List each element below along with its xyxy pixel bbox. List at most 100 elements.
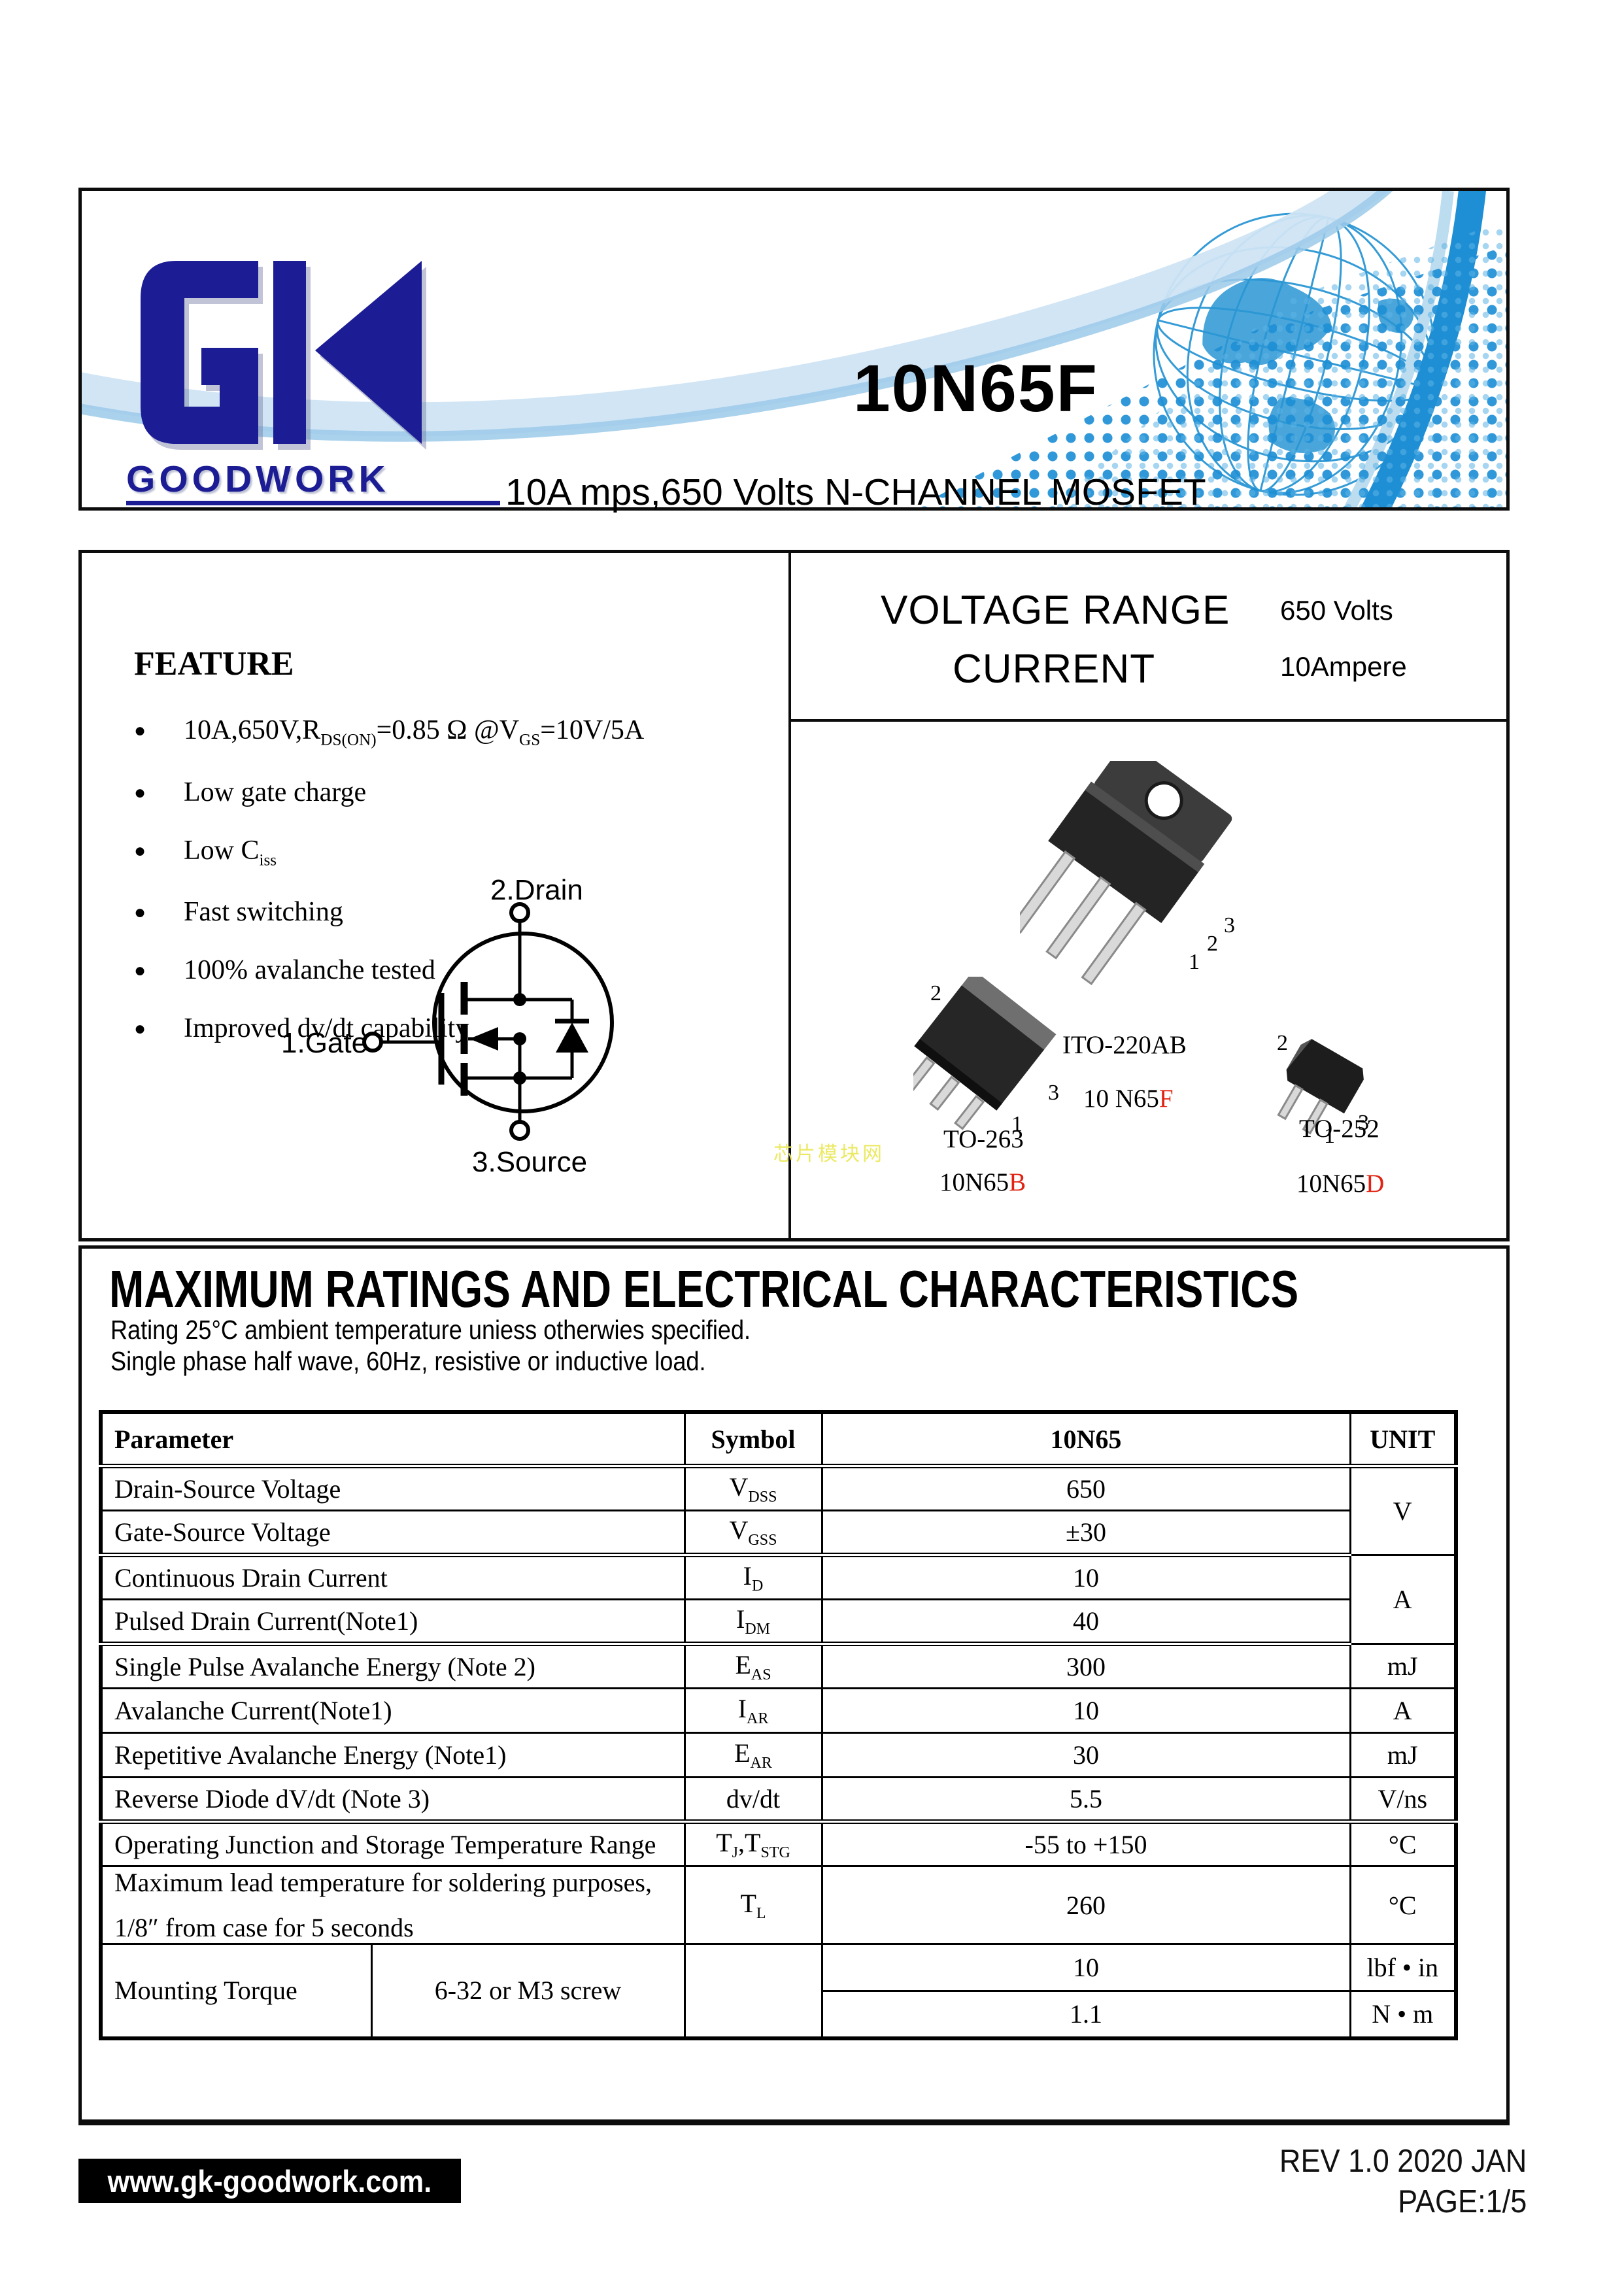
unit-cell: lbf • in <box>1349 1943 1457 1992</box>
voltage-range-label: VOLTAGE RANGE <box>881 588 1230 633</box>
ratings-table-head: Parameter Symbol 10N65 UNIT <box>99 1411 1457 1468</box>
feature-item-text: Improved dv/dt capability <box>184 1013 469 1044</box>
to252-pin1-label: 1 <box>1324 1124 1335 1148</box>
param-cell: Drain-Source Voltage <box>99 1465 686 1511</box>
body-diode-icon <box>556 1022 588 1053</box>
substrate-arrow-icon <box>469 1027 498 1051</box>
value-cell: 1.1 <box>820 1990 1351 2039</box>
feature-item: ● 100% avalanche tested <box>134 955 775 986</box>
unit-cell: °C <box>1349 1865 1457 1945</box>
ito220ab-pin2-label: 2 <box>1207 932 1218 956</box>
column-header: UNIT <box>1349 1411 1457 1468</box>
package-to263-name: TO-263 <box>943 1125 1024 1153</box>
package-ito220ab-marking: 10 N65F <box>1083 1084 1174 1113</box>
unit-cell: V <box>1349 1465 1457 1556</box>
table-row: Single Pulse Avalanche Energy (Note 2) EA… <box>99 1643 1457 1689</box>
package-to263-marking: 10N65B <box>939 1168 1026 1197</box>
overview-section: FEATURE ● 10A,650V,RDS(ON)=0.85 Ω @VGS=10… <box>78 550 1510 1241</box>
ito220ab-pin3-label: 3 <box>1224 913 1235 937</box>
current-label: CURRENT <box>953 647 1156 692</box>
unit-cell: A <box>1349 1687 1457 1734</box>
unit-cell: A <box>1349 1554 1457 1645</box>
feature-item-text: 100% avalanche tested <box>184 955 435 986</box>
website-banner: www.gk-goodwork.com. <box>78 2159 461 2203</box>
value-cell: 40 <box>820 1598 1351 1646</box>
unit-cell: N • m <box>1349 1990 1457 2039</box>
value-cell: -55 to +150 <box>820 1821 1351 1867</box>
value-cell: 30 <box>820 1732 1351 1778</box>
symbol-cell: dv/dt <box>683 1776 823 1824</box>
symbol-cell: TJ,TSTG <box>683 1821 823 1867</box>
page-number: PAGE:1/5 <box>1397 2184 1527 2219</box>
feature-item: ● 10A,650V,RDS(ON)=0.85 Ω @VGS=10V/5A <box>134 715 775 750</box>
to263-pin3-label: 3 <box>1048 1081 1059 1105</box>
symbol-cell: VGSS <box>683 1510 823 1557</box>
source-label: 3.Source <box>472 1146 587 1178</box>
voltage-range-value: 650 Volts <box>1280 595 1393 626</box>
symbol-cell: TL <box>683 1865 823 1945</box>
website-url: www.gk-goodwork.com. <box>107 2163 432 2199</box>
package-to263-image: 2 3 1 <box>913 977 1059 1136</box>
gk-logo <box>141 261 426 450</box>
revision-block: REV 1.0 2020 JAN PAGE:1/5 <box>1279 2142 1527 2222</box>
symbol-cell: VDSS <box>683 1465 823 1511</box>
to263-pin1-label: 1 <box>1011 1112 1023 1136</box>
param-cell: Pulsed Drain Current(Note1) <box>99 1598 686 1646</box>
gate-label: 1.Gate <box>281 1027 367 1059</box>
unit-cell: mJ <box>1349 1732 1457 1778</box>
to252-pin2-label: 2 <box>1277 1031 1288 1055</box>
watermark-text: 芯片模块网 <box>773 1143 885 1165</box>
feature-item-text: Low gate charge <box>184 777 367 807</box>
ratings-note-1: Rating 25°C ambient temperature uniess o… <box>110 1315 751 1345</box>
feature-item-text: 10A,650V,RDS(ON)=0.85 Ω @VGS=10V/5A <box>184 715 645 749</box>
param-line: 1/8″ from case for 5 seconds <box>114 1913 414 1942</box>
column-header: 10N65 <box>820 1411 1351 1468</box>
param-cell: Operating Junction and Storage Temperatu… <box>99 1821 686 1867</box>
ratings-table-body: Drain-Source Voltage VDSS 650 V Gate-Source … <box>99 1465 1457 2039</box>
ratings-note-2: Single phase half wave, 60Hz, resistive … <box>110 1346 706 1377</box>
symbol-cell: ID <box>683 1554 823 1600</box>
ratings-section: MAXIMUM RATINGS AND ELECTRICAL CHARACTER… <box>78 1245 1510 2125</box>
param-cell: Repetitive Avalanche Energy (Note1) <box>99 1732 686 1778</box>
marking-suffix: D <box>1366 1170 1385 1198</box>
column-header: Symbol <box>683 1411 823 1468</box>
marking-base: 10N65 <box>939 1168 1009 1196</box>
table-row: Gate-Source Voltage VGSS ±30 <box>99 1510 1456 1557</box>
value-cell: ±30 <box>820 1510 1351 1557</box>
bullet-icon: ● <box>134 1018 146 1040</box>
to263-pin2-label: 2 <box>930 981 941 1005</box>
drain-terminal <box>509 902 530 923</box>
param-cell: Single Pulse Avalanche Energy (Note 2) <box>99 1643 686 1689</box>
param-cell: Reverse Diode dV/dt (Note 3) <box>99 1776 686 1824</box>
specs-divider <box>788 719 1506 722</box>
table-row: Reverse Diode dV/dt (Note 3) dv/dt 5.5 V/ns <box>99 1776 1457 1824</box>
table-row: 1.1 N • m <box>101 1990 1457 2039</box>
param-cell: Gate-Source Voltage <box>99 1510 686 1557</box>
mosfet-schematic: 2.Drain 1.Gate 3.Source <box>281 874 614 1178</box>
symbol-cell <box>683 1943 823 2039</box>
bullet-icon: ● <box>134 960 146 982</box>
feature-item-text: Fast switching <box>184 897 343 928</box>
table-row: Operating Junction and Storage Temperatu… <box>99 1821 1457 1867</box>
marking-base: 10N65 <box>1296 1170 1366 1198</box>
feature-title: FEATURE <box>134 645 294 683</box>
node-dots <box>513 993 526 1085</box>
marking-suffix: B <box>1009 1168 1026 1196</box>
bullet-icon: ● <box>134 781 146 803</box>
gk-logo-glyphs <box>141 261 422 444</box>
table-row: Avalanche Current(Note1) IAR 10 A <box>99 1687 1457 1734</box>
table-row: Continuous Drain Current ID 10 A <box>99 1554 1457 1645</box>
package-ito220ab-image: 1 2 3 <box>1020 761 1235 985</box>
table-row: Drain-Source Voltage VDSS 650 V <box>99 1465 1457 1556</box>
symbol-cell: EAS <box>683 1643 823 1689</box>
feature-item: ● Fast switching <box>134 897 775 928</box>
ratings-title: MAXIMUM RATINGS AND ELECTRICAL CHARACTER… <box>109 1260 1299 1318</box>
value-cell: 260 <box>820 1865 1351 1945</box>
symbol-cell: IDM <box>683 1598 823 1646</box>
value-cell: 10 <box>820 1554 1351 1600</box>
column-header: Parameter <box>99 1411 686 1468</box>
package-to252-marking: 10N65D <box>1296 1169 1384 1198</box>
table-row: Maximum lead temperature for soldering p… <box>99 1865 1457 1945</box>
feature-item: ● Low gate charge <box>134 777 775 808</box>
